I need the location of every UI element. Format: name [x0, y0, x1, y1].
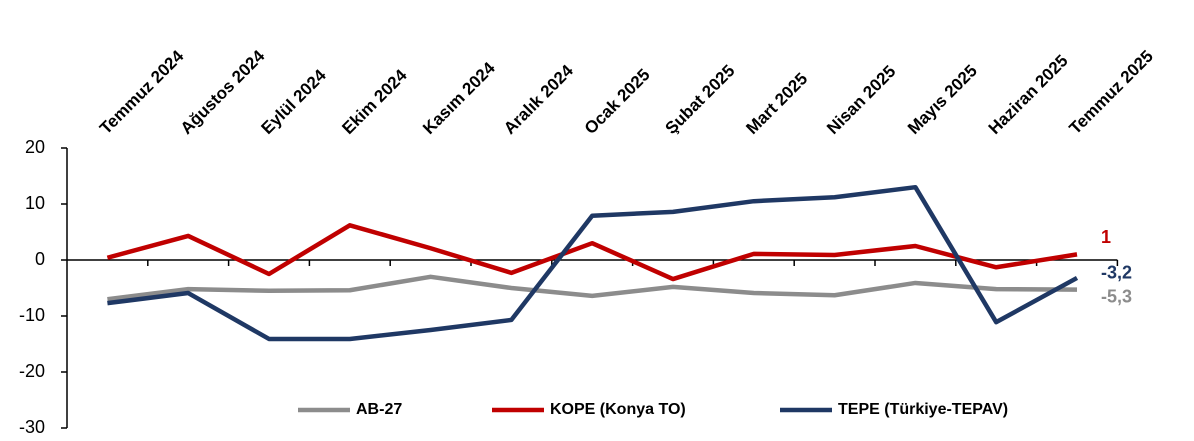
- legend-label: AB-27: [356, 401, 402, 418]
- y-tick-label: -30: [19, 417, 45, 437]
- legend-label: TEPE (Türkiye-TEPAV): [838, 401, 1008, 418]
- x-tick-label: Ekim 2024: [338, 65, 411, 138]
- x-tick-label: Kasım 2024: [419, 58, 499, 138]
- x-tick-label: Aralık 2024: [500, 61, 577, 138]
- x-tick-label: Temmuz 2024: [96, 46, 188, 138]
- x-tick-label: Eylül 2024: [258, 65, 331, 138]
- data-label: -3,2: [1101, 263, 1132, 283]
- legend-label: KOPE (Konya TO): [550, 401, 686, 418]
- data-label: 1: [1101, 227, 1111, 247]
- data-label: -5,3: [1101, 286, 1132, 306]
- x-tick-label: Haziran 2025: [985, 51, 1072, 138]
- y-tick-label: -20: [19, 361, 45, 381]
- x-tick-label: Mayıs 2025: [904, 61, 981, 138]
- x-tick-label: Ağustos 2024: [177, 46, 269, 138]
- x-tick-label: Temmuz 2025: [1066, 47, 1157, 138]
- x-tick-label: Nisan 2025: [823, 62, 899, 138]
- line-series: [107, 274, 1078, 302]
- line-series: [106, 223, 1078, 282]
- x-tick-label: Ocak 2025: [581, 65, 654, 138]
- y-tick-label: 20: [25, 137, 45, 157]
- line-series: [107, 184, 1079, 342]
- x-tick-label: Şubat 2025: [662, 61, 739, 138]
- x-tick-label: Mart 2025: [742, 69, 811, 138]
- y-tick-label: -10: [19, 305, 45, 325]
- y-tick-label: 0: [35, 249, 45, 269]
- y-tick-label: 10: [25, 193, 45, 213]
